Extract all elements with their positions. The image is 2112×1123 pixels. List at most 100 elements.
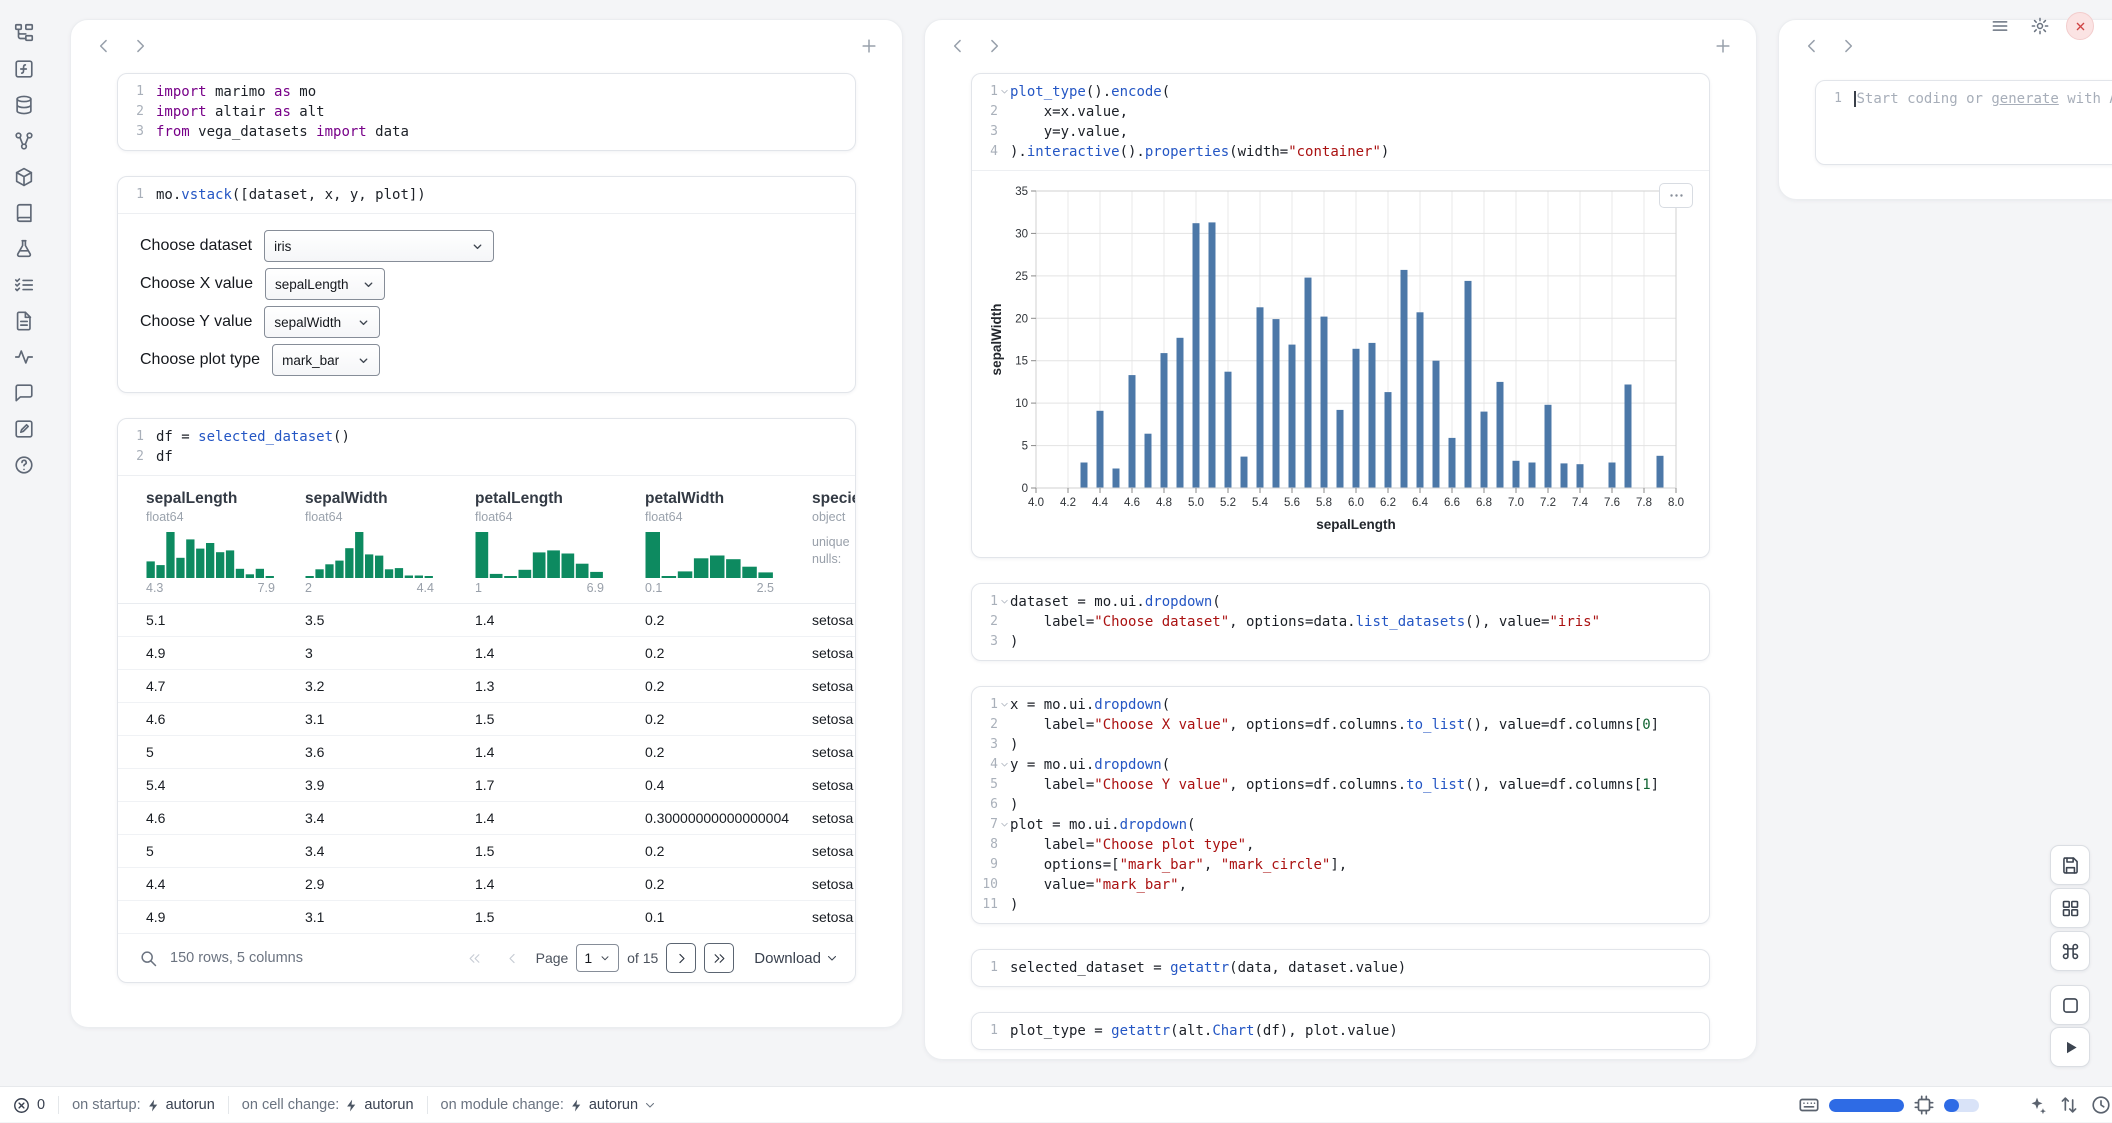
svg-text:4.0: 4.0 <box>1028 497 1044 509</box>
line-number: 3 <box>972 735 1010 755</box>
table-cell: 4.6 <box>146 810 305 826</box>
column-prev-button[interactable] <box>91 33 117 59</box>
generate-with-ai-link[interactable]: generate <box>1991 91 2058 107</box>
sidebar-chat-button[interactable] <box>13 382 35 404</box>
svg-text:7.4: 7.4 <box>1572 497 1589 509</box>
table-cell: 2.9 <box>305 876 475 892</box>
code-line: 3) <box>972 632 1697 652</box>
ai-assistant-button[interactable] <box>2025 1093 2049 1117</box>
first-page-button[interactable] <box>460 943 490 973</box>
sidebar-pen-square-button[interactable] <box>13 418 35 440</box>
machine-stats-button[interactable] <box>1912 1093 1936 1117</box>
memory-meter <box>1829 1099 1904 1112</box>
sidebar-package-button[interactable] <box>13 166 35 188</box>
column-next-button[interactable] <box>981 33 1007 59</box>
range-max: 7.9 <box>258 581 275 595</box>
layout-grid-button[interactable] <box>2050 888 2090 928</box>
chevron-right-icon <box>674 951 689 966</box>
download-button[interactable]: Download <box>754 950 839 967</box>
next-page-button[interactable] <box>666 943 696 973</box>
fold-toggle[interactable] <box>999 819 1010 830</box>
svg-text:20: 20 <box>1015 313 1028 325</box>
add-cell-button[interactable] <box>1710 33 1736 59</box>
prev-page-button[interactable] <box>498 943 528 973</box>
runtime-config-chip-2[interactable]: on cell change:autorun <box>242 1097 414 1113</box>
sidebar-activity-button[interactable] <box>13 346 35 368</box>
play-button[interactable] <box>2050 1027 2090 1067</box>
sidebar-flask-button[interactable] <box>13 238 35 260</box>
notebook-menu-button[interactable] <box>1986 12 2014 40</box>
code-line: 9 options=["mark_bar", "mark_circle"], <box>972 855 1697 875</box>
sidebar-list-checks-button[interactable] <box>13 274 35 296</box>
line-number: 1 <box>972 592 1010 612</box>
sidebar-function-square-button[interactable] <box>13 58 35 80</box>
table-cell: 3 <box>305 645 475 661</box>
fold-toggle[interactable] <box>999 699 1010 710</box>
sidebar-book-button[interactable] <box>13 202 35 224</box>
settings-button[interactable] <box>2026 12 2054 40</box>
range-min: 1 <box>475 581 482 595</box>
chevrons-left-icon <box>467 951 482 966</box>
last-page-button[interactable] <box>704 943 734 973</box>
keyboard-shortcuts-button[interactable] <box>1797 1093 1821 1117</box>
table-cell: 5 <box>146 744 305 760</box>
error-count-button[interactable]: 0 <box>12 1096 45 1115</box>
dataset-select[interactable]: iris <box>264 230 494 262</box>
chevrons-right-icon <box>712 951 727 966</box>
column-next-button[interactable] <box>1835 33 1861 59</box>
fold-toggle[interactable] <box>999 596 1010 607</box>
code-line: 11) <box>972 895 1697 915</box>
help-circle-icon <box>13 454 35 476</box>
table-cell: 5 <box>146 843 305 859</box>
page-select[interactable]: 1 <box>576 944 619 972</box>
history-button[interactable] <box>2089 1093 2112 1117</box>
switch-view-button[interactable] <box>2057 1093 2081 1117</box>
sidebar-file-tree-button[interactable] <box>13 22 35 44</box>
plot-type-select[interactable]: mark_bar <box>272 344 380 376</box>
sidebar-help-circle-button[interactable] <box>13 454 35 476</box>
x-value-select[interactable]: sepalLength <box>265 268 385 300</box>
line-number: 1 <box>972 695 1010 715</box>
line-number: 5 <box>972 775 1010 795</box>
sidebar-file-text-button[interactable] <box>13 310 35 332</box>
line-number: 1 <box>118 427 156 447</box>
sidebar-dependency-graph-button[interactable] <box>13 130 35 152</box>
line-number: 4 <box>972 142 1010 162</box>
table-cell: 0.2 <box>645 711 812 727</box>
table-cell: 0.30000000000000004 <box>645 810 812 826</box>
runtime-config-chip-1[interactable]: on startup:autorun <box>72 1097 215 1113</box>
sidebar-database-button[interactable] <box>13 94 35 116</box>
runtime-config-chip-3[interactable]: on module change:autorun <box>441 1097 658 1113</box>
column-prev-button[interactable] <box>1799 33 1825 59</box>
frame-button[interactable] <box>2050 985 2090 1025</box>
chart-menu-button[interactable] <box>1659 183 1693 208</box>
package-icon <box>13 166 35 188</box>
table-search-button[interactable] <box>136 946 160 970</box>
column-prev-button[interactable] <box>945 33 971 59</box>
add-cell-button[interactable] <box>856 33 882 59</box>
fold-toggle[interactable] <box>999 759 1010 770</box>
y-value-select[interactable]: sepalWidth <box>264 306 380 338</box>
table-cell: 0.2 <box>645 678 812 694</box>
save-button[interactable] <box>2050 845 2090 885</box>
svg-text:4.6: 4.6 <box>1124 497 1140 509</box>
range-min: 2 <box>305 581 312 595</box>
shutdown-button[interactable] <box>2066 12 2094 40</box>
fold-toggle[interactable] <box>999 86 1010 97</box>
command-button[interactable] <box>2050 931 2090 971</box>
column-next-button[interactable] <box>127 33 153 59</box>
